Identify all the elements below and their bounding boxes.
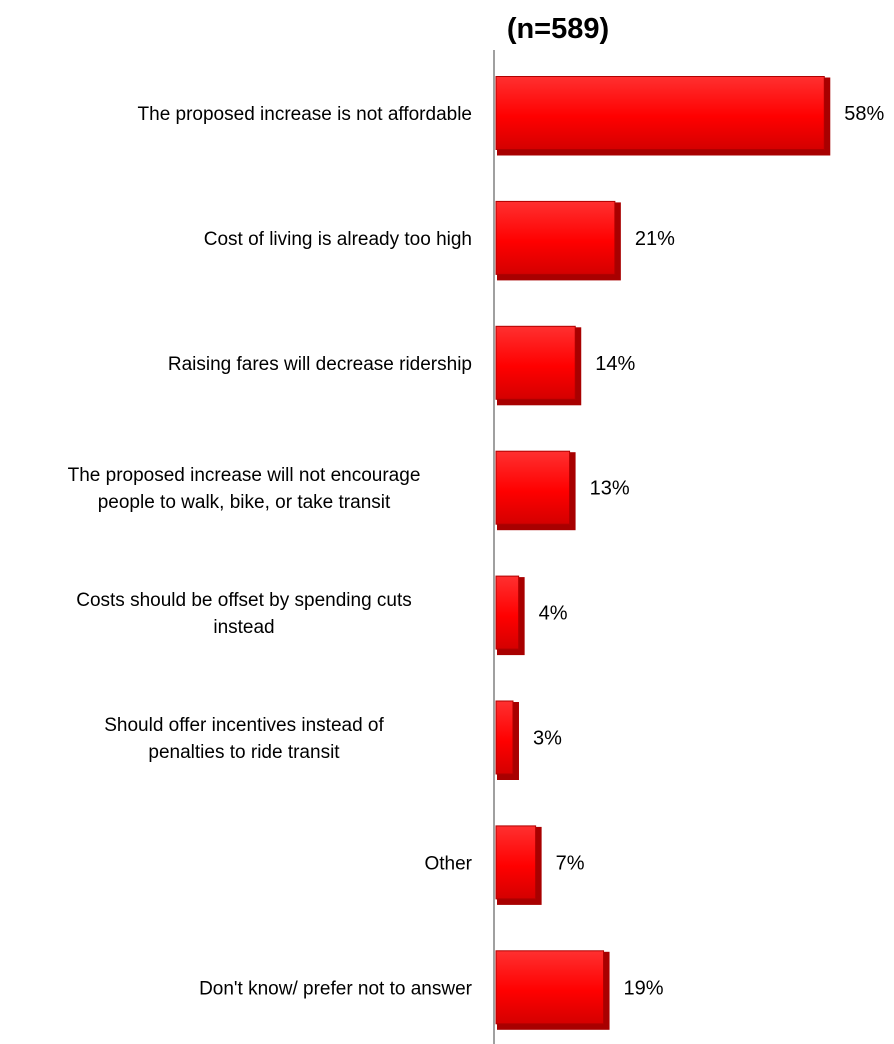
- bar: [495, 200, 616, 275]
- data-label: 58%: [844, 103, 884, 125]
- data-label: 13%: [590, 478, 630, 500]
- category-labels: The proposed increase is not affordable C…: [68, 104, 473, 999]
- category-label: people to walk, bike, or take transit: [98, 492, 391, 513]
- category-label: Don't know/ prefer not to answer: [199, 978, 473, 999]
- category-label: penalties to ride transit: [148, 742, 340, 763]
- category-label: Costs should be offset by spending cuts: [76, 590, 412, 611]
- data-label: 14%: [595, 353, 635, 375]
- data-label: 4%: [539, 603, 568, 625]
- chart-title: (n=589): [507, 13, 609, 45]
- bar: [495, 950, 605, 1025]
- bar: [495, 575, 520, 650]
- category-label: Cost of living is already too high: [204, 229, 472, 250]
- category-label: Should offer incentives instead of: [104, 715, 384, 736]
- bar: [495, 825, 537, 900]
- bar: [495, 450, 571, 525]
- value-labels: 58% 21% 14% 13% 4% 3% 7% 19%: [533, 103, 885, 999]
- data-label: 7%: [556, 852, 585, 874]
- data-label: 3%: [533, 728, 562, 750]
- category-label: Other: [424, 853, 472, 874]
- category-label: The proposed increase will not encourage: [68, 465, 421, 486]
- bar: [495, 700, 514, 775]
- category-label: instead: [213, 617, 274, 638]
- bar: [495, 325, 576, 400]
- category-label: Raising fares will decrease ridership: [168, 354, 472, 375]
- data-label: 21%: [635, 228, 675, 250]
- category-label: The proposed increase is not affordable: [138, 104, 472, 125]
- data-label: 19%: [624, 977, 664, 999]
- bars: [495, 76, 831, 1030]
- bar: [495, 76, 825, 150]
